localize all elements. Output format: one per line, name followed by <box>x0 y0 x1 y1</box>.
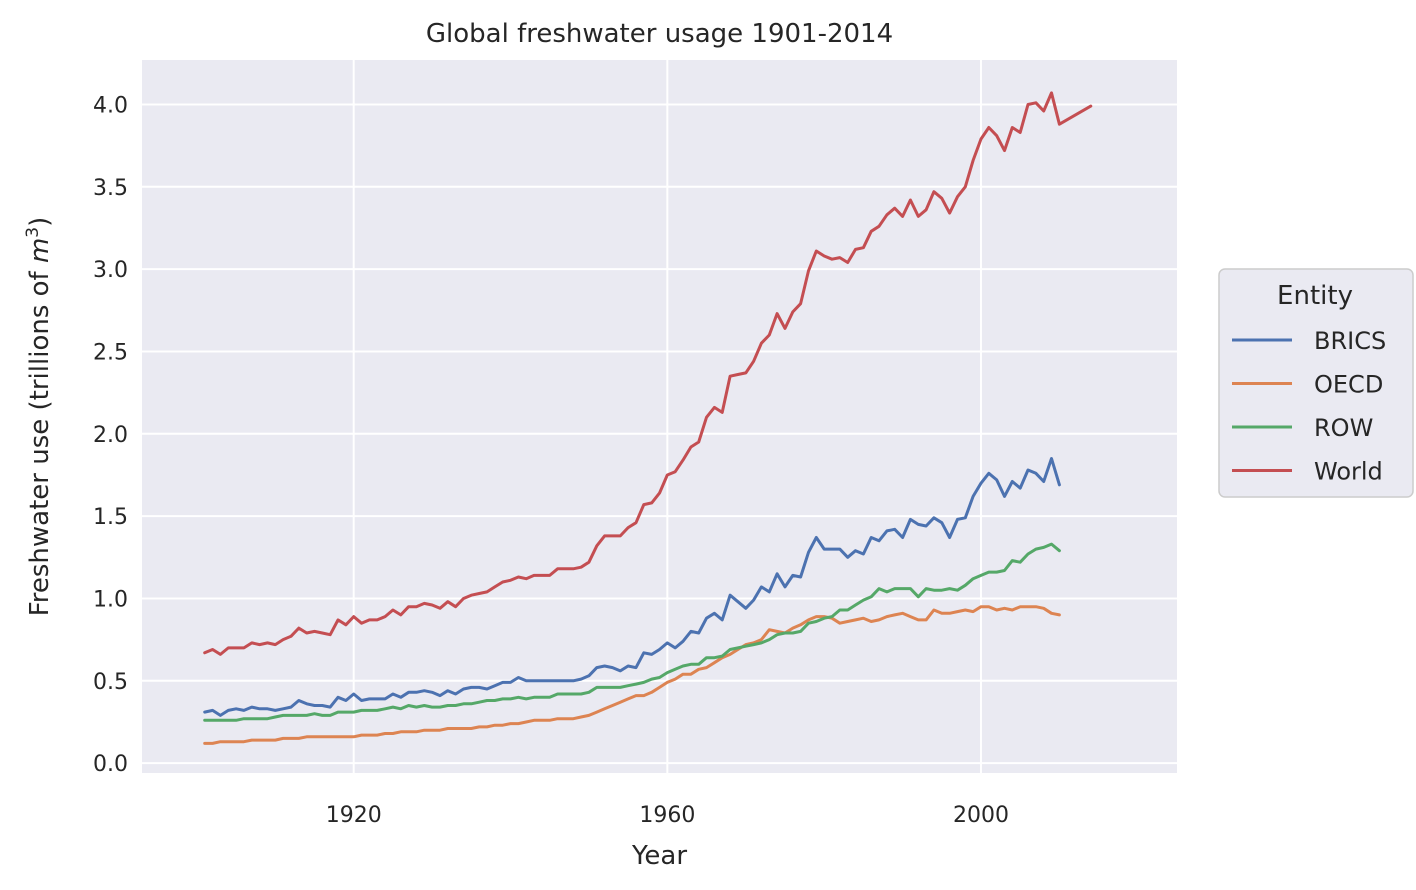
y-tick-label: 2.0 <box>93 423 128 448</box>
legend: Entity BRICS OECD ROW World <box>1218 268 1414 498</box>
y-axis-label-prefix: Freshwater use (trillions of <box>25 263 55 616</box>
series-line-world <box>203 91 1093 656</box>
chart-title: Global freshwater usage 1901-2014 <box>426 19 893 49</box>
legend-label-world: World <box>1314 458 1383 486</box>
legend-label-row: ROW <box>1314 414 1373 442</box>
x-tick-label: 1960 <box>639 803 695 828</box>
legend-label-oecd: OECD <box>1314 371 1383 399</box>
y-axis-label: Freshwater use (trillions of m3) <box>23 217 55 617</box>
grid <box>142 60 1177 773</box>
y-tick-labels: 0.0 0.5 1.0 1.5 2.0 2.5 3.0 3.5 4.0 <box>93 93 128 777</box>
y-tick-label: 1.0 <box>93 587 128 612</box>
series-line-row <box>203 542 1061 722</box>
y-tick-label: 3.0 <box>93 258 128 283</box>
x-tick-label: 2000 <box>953 803 1009 828</box>
x-axis-label: Year <box>631 841 687 871</box>
y-tick-label: 0.0 <box>93 752 128 777</box>
x-tick-label: 1920 <box>326 803 382 828</box>
legend-title: Entity <box>1277 281 1353 311</box>
legend-frame <box>1218 268 1414 498</box>
y-axis-label-exponent: 3 <box>23 227 43 238</box>
legend-items: BRICS OECD ROW World <box>1232 327 1386 486</box>
y-tick-label: 0.5 <box>93 670 128 695</box>
y-tick-label: 2.5 <box>93 340 128 365</box>
series-line-brics <box>203 457 1061 717</box>
plot-background <box>142 60 1177 773</box>
series-line-oecd <box>203 605 1061 745</box>
y-tick-label: 4.0 <box>93 93 128 118</box>
y-axis-label-unit: m <box>25 238 55 263</box>
y-tick-label: 1.5 <box>93 505 128 530</box>
y-tick-label: 3.5 <box>93 176 128 201</box>
y-axis-label-suffix: ) <box>25 217 55 227</box>
series-layer <box>203 91 1093 745</box>
legend-label-brics: BRICS <box>1314 327 1386 355</box>
x-tick-labels: 1920 1960 2000 <box>326 803 1009 828</box>
